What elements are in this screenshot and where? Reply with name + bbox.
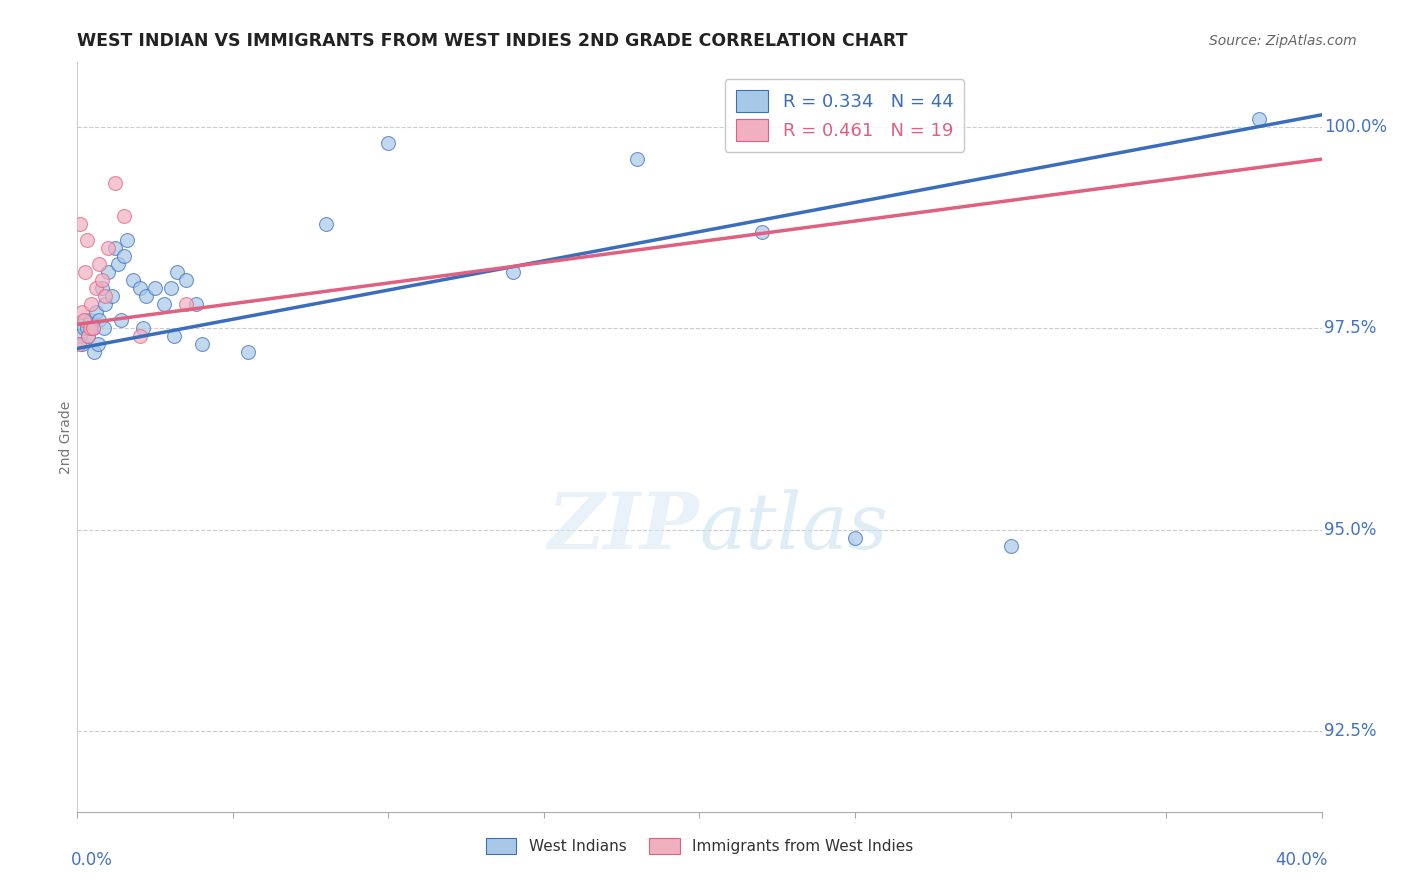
Point [82,321,104,335]
Point [69,329,91,343]
Point [128,329,150,343]
Point [79,321,101,335]
Point [174,297,197,311]
Text: 100.0%: 100.0% [1324,118,1388,136]
Point [79,313,101,327]
Point [104,241,127,255]
Point [83,345,105,359]
Point [69,217,91,231]
Point [77,329,100,343]
Point [76,233,98,247]
Point [72,321,94,335]
Point [87,313,110,327]
Point [82,321,104,335]
Point [502,265,524,279]
Y-axis label: 2nd Grade: 2nd Grade [59,401,73,474]
Text: WEST INDIAN VS IMMIGRANTS FROM WEST INDIES 2ND GRADE CORRELATION CHART: WEST INDIAN VS IMMIGRANTS FROM WEST INDI… [77,32,908,50]
Point [315,217,337,231]
Point [70,305,93,319]
Point [1000,539,1022,553]
Point [184,297,207,311]
Point [94,289,117,303]
Point [97,265,120,279]
Point [122,273,145,287]
Point [104,176,127,190]
Point [135,289,157,303]
Point [97,241,120,255]
Point [1249,112,1271,126]
Point [80,297,103,311]
Text: 0.0%: 0.0% [72,851,112,869]
Point [128,281,150,295]
Point [115,233,138,247]
Point [80,321,103,335]
Point [86,337,108,351]
Point [377,136,399,150]
Point [166,265,188,279]
Point [75,265,97,279]
Point [131,321,153,335]
Point [112,249,135,263]
Point [751,225,773,239]
Point [238,345,260,359]
Point [91,281,114,295]
Point [70,337,93,351]
Point [100,289,122,303]
Point [163,329,186,343]
Point [112,209,135,223]
Point [143,281,166,295]
Point [626,152,648,166]
Text: Source: ZipAtlas.com: Source: ZipAtlas.com [1209,34,1357,48]
Point [153,297,176,311]
Point [84,281,107,295]
Text: 97.5%: 97.5% [1324,319,1376,337]
Text: ZIP: ZIP [548,489,700,566]
Point [93,321,115,335]
Point [159,281,181,295]
Point [75,313,97,327]
Text: 95.0%: 95.0% [1324,521,1376,539]
Point [87,257,110,271]
Point [91,273,114,287]
Point [67,337,90,351]
Point [191,337,214,351]
Point [844,531,866,545]
Text: atlas: atlas [700,489,889,566]
Point [110,313,132,327]
Point [77,329,100,343]
Text: 92.5%: 92.5% [1324,723,1376,740]
Legend: West Indians, Immigrants from West Indies: West Indians, Immigrants from West Indie… [479,832,920,860]
Point [72,313,94,327]
Point [84,305,107,319]
Point [174,273,197,287]
Point [94,297,117,311]
Point [76,321,98,335]
Point [107,257,129,271]
Text: 40.0%: 40.0% [1275,851,1327,869]
